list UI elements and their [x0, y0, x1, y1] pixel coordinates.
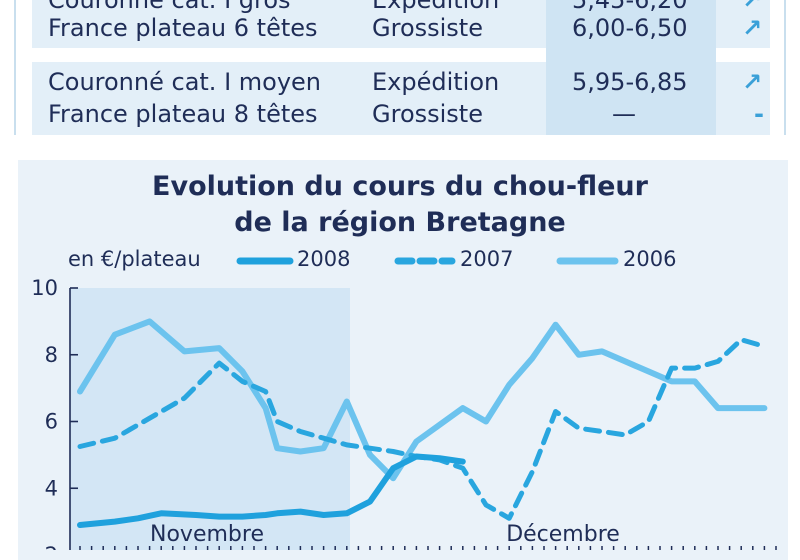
y-tick-label: 2	[45, 543, 58, 550]
product-cell: France plateau 8 têtes	[48, 100, 318, 128]
price-cell: 6,00-6,50	[572, 14, 688, 42]
chart-title-line2: de la région Bretagne	[234, 207, 566, 238]
y-tick-label: 4	[45, 476, 58, 500]
market-cell: Grossiste	[372, 100, 483, 128]
price-column	[546, 0, 716, 135]
market-cell: Expédition	[372, 68, 500, 96]
market-cell: Expédition	[372, 0, 500, 14]
price-table: Couronné cat. I gros Expédition 5,45-6,2…	[0, 0, 800, 135]
series-line-2008	[77, 453, 466, 528]
period-label-november: Novembre	[150, 522, 264, 547]
market-cell: Grossiste	[372, 14, 483, 42]
period-label-december: Décembre	[506, 522, 620, 547]
chart-title-line1: Evolution du cours du chou-fleur	[152, 171, 648, 202]
trend-up-icon: ↗	[742, 68, 763, 96]
trend-flat-icon: -	[754, 100, 764, 128]
price-cell: 5,45-6,20	[572, 0, 688, 14]
legend-label-2008: 2008	[297, 247, 351, 271]
series-line-2006	[77, 318, 768, 482]
unit-label: en €/plateau	[68, 247, 201, 271]
table-frame	[14, 0, 786, 135]
y-tick-label: 8	[45, 343, 58, 367]
y-tick-label: 6	[45, 410, 58, 434]
legend-label-2006: 2006	[623, 247, 677, 271]
product-cell: Couronné cat. I gros	[48, 0, 291, 14]
product-cell: France plateau 6 têtes	[48, 14, 318, 42]
product-cell: Couronné cat. I moyen	[48, 68, 322, 96]
price-cell: 5,95-6,85	[572, 68, 688, 96]
price-cell: —	[612, 100, 636, 128]
trend-up-icon: ↗	[742, 14, 763, 42]
y-tick-label: 10	[31, 276, 58, 300]
trend-up-icon: ↗	[742, 0, 763, 14]
legend-label-2007: 2007	[460, 247, 514, 271]
